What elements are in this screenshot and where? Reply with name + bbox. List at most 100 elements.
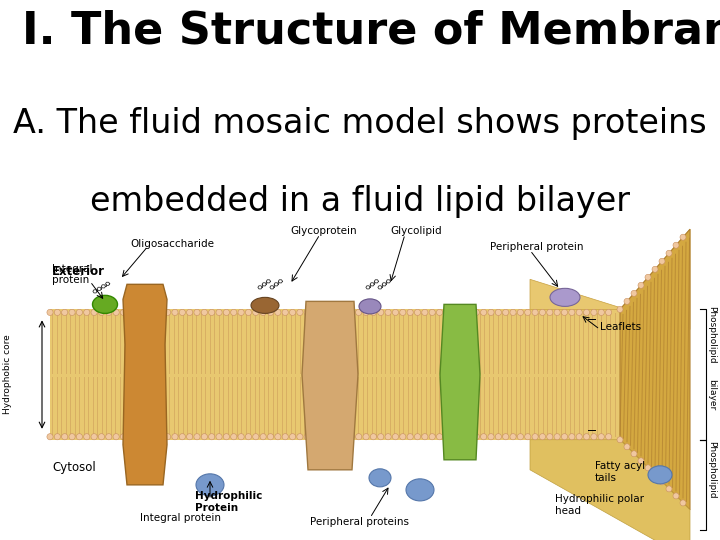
Ellipse shape [47,309,53,315]
Ellipse shape [223,434,230,440]
Ellipse shape [598,309,604,315]
Ellipse shape [341,309,347,315]
Ellipse shape [666,486,672,492]
Ellipse shape [680,500,686,506]
Text: Peripheral protein: Peripheral protein [490,242,583,252]
Ellipse shape [606,309,612,315]
Ellipse shape [304,309,310,315]
Ellipse shape [69,434,75,440]
Ellipse shape [157,309,163,315]
Ellipse shape [503,434,509,440]
Ellipse shape [488,309,494,315]
Ellipse shape [172,434,178,440]
Ellipse shape [172,309,178,315]
Ellipse shape [473,434,480,440]
Text: Hydrophilic
Protein: Hydrophilic Protein [195,491,262,512]
Ellipse shape [92,295,117,313]
Text: Oligosaccharide: Oligosaccharide [130,239,214,249]
Text: bilayer: bilayer [708,379,716,410]
Ellipse shape [510,434,516,440]
Ellipse shape [165,434,171,440]
Ellipse shape [525,434,531,440]
Text: Glycolipid: Glycolipid [390,226,441,236]
Ellipse shape [652,266,658,272]
Ellipse shape [297,434,303,440]
Ellipse shape [230,434,237,440]
Ellipse shape [631,291,637,296]
Ellipse shape [363,309,369,315]
Ellipse shape [282,309,288,315]
Ellipse shape [569,434,575,440]
Text: Phospholipid: Phospholipid [708,441,716,498]
Ellipse shape [400,309,406,315]
Ellipse shape [407,309,413,315]
Ellipse shape [356,434,361,440]
Ellipse shape [466,434,472,440]
Ellipse shape [407,434,413,440]
Text: Exterior: Exterior [52,265,105,278]
Ellipse shape [539,434,546,440]
Ellipse shape [54,434,60,440]
Ellipse shape [179,434,185,440]
Ellipse shape [179,309,185,315]
Ellipse shape [99,309,104,315]
Polygon shape [530,440,690,540]
Polygon shape [123,285,167,485]
Ellipse shape [267,309,274,315]
Ellipse shape [415,309,420,315]
Ellipse shape [583,309,590,315]
Ellipse shape [510,309,516,315]
Ellipse shape [617,437,623,443]
Ellipse shape [569,309,575,315]
Ellipse shape [591,309,597,315]
Text: Fatty acyl
tails: Fatty acyl tails [595,461,645,483]
Ellipse shape [333,434,340,440]
Text: Integral
protein: Integral protein [52,264,92,285]
Ellipse shape [202,434,207,440]
Ellipse shape [135,434,141,440]
Ellipse shape [451,434,457,440]
Ellipse shape [554,434,560,440]
Ellipse shape [209,434,215,440]
Ellipse shape [378,434,384,440]
Ellipse shape [275,309,281,315]
Text: Glycoprotein: Glycoprotein [290,226,356,236]
Ellipse shape [369,469,391,487]
Ellipse shape [539,309,546,315]
Ellipse shape [532,309,538,315]
Ellipse shape [444,434,450,440]
Ellipse shape [312,309,318,315]
Ellipse shape [120,309,127,315]
Ellipse shape [260,309,266,315]
Ellipse shape [319,434,325,440]
Ellipse shape [238,434,244,440]
Ellipse shape [106,309,112,315]
Ellipse shape [113,309,120,315]
Text: Peripheral proteins: Peripheral proteins [310,517,410,527]
Ellipse shape [54,309,60,315]
Ellipse shape [127,309,134,315]
Ellipse shape [230,309,237,315]
Ellipse shape [673,242,679,248]
Ellipse shape [84,434,90,440]
Ellipse shape [385,434,391,440]
Ellipse shape [91,434,97,440]
Ellipse shape [297,309,303,315]
Ellipse shape [304,434,310,440]
Ellipse shape [186,309,193,315]
Ellipse shape [326,309,333,315]
Ellipse shape [429,309,436,315]
Ellipse shape [84,309,90,315]
Ellipse shape [648,466,672,484]
Ellipse shape [194,309,200,315]
Ellipse shape [680,234,686,240]
Ellipse shape [415,434,420,440]
Ellipse shape [267,434,274,440]
Ellipse shape [444,309,450,315]
Ellipse shape [652,472,658,478]
Ellipse shape [503,309,509,315]
Ellipse shape [348,434,354,440]
Ellipse shape [429,434,436,440]
Ellipse shape [532,434,538,440]
Ellipse shape [554,309,560,315]
